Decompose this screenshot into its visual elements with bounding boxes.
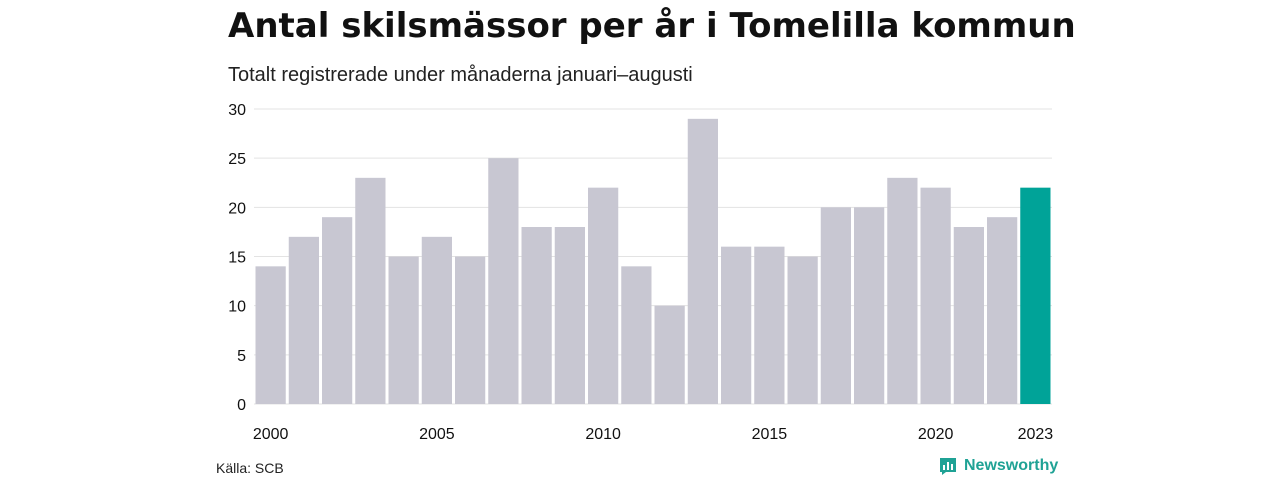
brand-name: Newsworthy — [964, 457, 1059, 474]
bar-2008 — [521, 227, 552, 404]
bar-2006 — [455, 256, 486, 404]
y-tick-label: 5 — [237, 348, 246, 365]
x-tick-label: 2015 — [752, 426, 788, 443]
bar-2007 — [488, 158, 519, 404]
bar-2004 — [388, 256, 419, 404]
bar-2009 — [554, 227, 585, 404]
bar-2012 — [654, 305, 685, 404]
bar-2015 — [754, 246, 785, 404]
bars — [255, 118, 1051, 404]
bar-2016 — [787, 256, 818, 404]
y-axis-ticks: 0 5 10 15 20 25 30 — [228, 102, 246, 414]
bar-2019 — [887, 177, 918, 404]
bar-2017 — [820, 207, 851, 404]
newsworthy-logo: Newsworthy — [938, 456, 1058, 476]
grid-lines — [254, 108, 1052, 405]
y-tick-label: 30 — [228, 102, 246, 119]
x-tick-label: 2020 — [918, 426, 954, 443]
x-tick-label: 2000 — [253, 426, 289, 443]
newsworthy-icon — [940, 458, 956, 475]
y-tick-label: 20 — [228, 200, 246, 217]
chart-title: Antal skilsmässor per år i Tomelilla kom… — [228, 6, 1076, 46]
bar-2002 — [322, 217, 353, 404]
x-tick-label: 2005 — [419, 426, 455, 443]
x-tick-label: 2023 — [1018, 426, 1054, 443]
bar-2023 — [1020, 187, 1051, 404]
bar-2011 — [621, 266, 652, 404]
bar-2005 — [421, 236, 452, 404]
y-tick-label: 25 — [228, 151, 246, 168]
bar-2001 — [288, 236, 319, 404]
bar-2010 — [588, 187, 619, 404]
bar-2018 — [854, 207, 885, 404]
bar-2013 — [687, 118, 718, 404]
bar-2021 — [953, 227, 984, 404]
y-tick-label: 0 — [237, 397, 246, 414]
chart-subtitle: Totalt registrerade under månaderna janu… — [228, 64, 693, 86]
bar-2014 — [721, 246, 752, 404]
x-tick-label: 2010 — [585, 426, 621, 443]
bar-2022 — [987, 217, 1018, 404]
y-tick-label: 15 — [228, 250, 246, 267]
y-tick-label: 10 — [228, 299, 246, 316]
bar-2000 — [255, 266, 286, 404]
x-axis-ticks: 2000 2005 2010 2015 2020 2023 — [253, 426, 1053, 443]
bar-2020 — [920, 187, 951, 404]
bar-2003 — [355, 177, 386, 404]
source-note: Källa: SCB — [216, 460, 284, 476]
